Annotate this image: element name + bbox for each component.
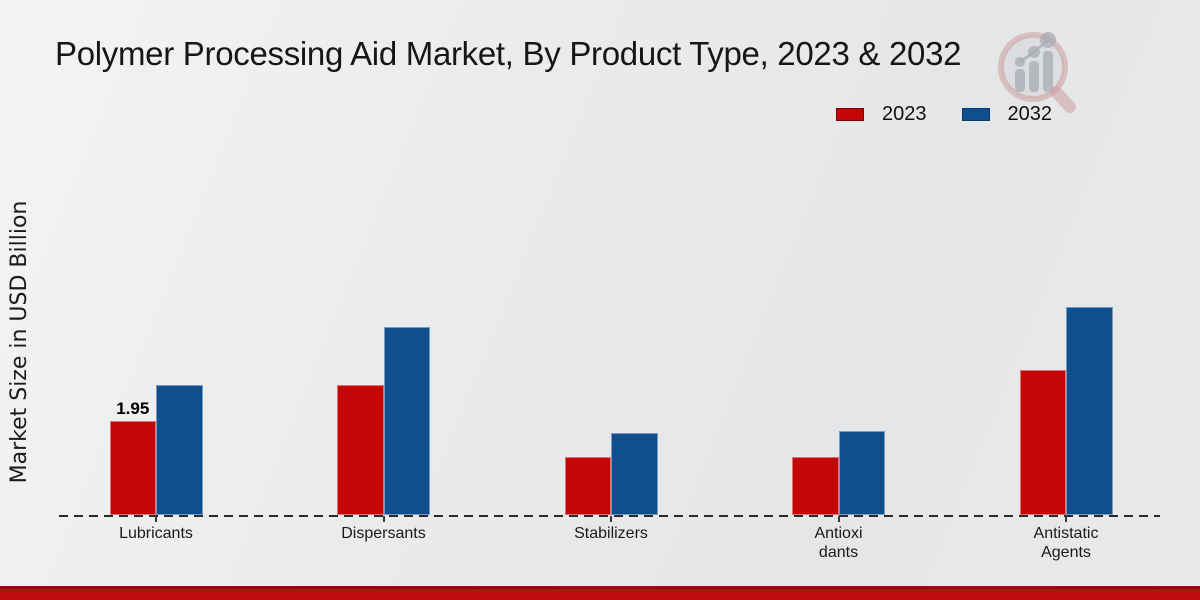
x-tick bbox=[610, 516, 612, 522]
x-axis-baseline bbox=[59, 514, 1160, 517]
bar-2023-stabilizers bbox=[564, 457, 611, 516]
legend: 2023 2032 bbox=[836, 103, 1052, 125]
x-tick-label-antistatic-agents: Antistatic Agents bbox=[1033, 525, 1099, 561]
legend-label-2023: 2023 bbox=[882, 102, 927, 125]
footer-accent-bar bbox=[0, 586, 1200, 600]
x-tick bbox=[382, 516, 385, 522]
x-tick bbox=[155, 516, 157, 522]
logo-bars bbox=[1015, 32, 1056, 92]
x-tick-label-lubricants: Lubricants bbox=[119, 525, 193, 542]
bar-2023-antistatic-agents bbox=[1019, 370, 1066, 516]
x-tick bbox=[1065, 516, 1067, 522]
legend-swatch-2032 bbox=[961, 107, 990, 121]
legend-label-2032: 2032 bbox=[1007, 102, 1053, 125]
bar-2023-antioxidants bbox=[792, 457, 839, 516]
x-tick bbox=[837, 516, 840, 522]
bar-2032-dispersants bbox=[383, 326, 430, 516]
x-tick-label-stabilizers: Stabilizers bbox=[574, 525, 648, 542]
magnifier-handle bbox=[1050, 86, 1076, 113]
bar-2023-lubricants bbox=[109, 421, 156, 516]
bar-2032-antistatic-agents bbox=[1066, 307, 1113, 516]
bar-2023-dispersants bbox=[337, 384, 384, 516]
bar-value-label: 1.95 bbox=[116, 399, 150, 419]
x-tick-label-antioxidants: Antioxi dants bbox=[814, 525, 863, 561]
legend-swatch-2023 bbox=[836, 107, 864, 121]
bar-2032-lubricants bbox=[156, 384, 203, 516]
bar-2032-stabilizers bbox=[611, 433, 658, 516]
bar-2032-antioxidants bbox=[838, 430, 885, 516]
magnifier-bar-chart-logo-icon bbox=[998, 32, 1076, 113]
chart-title: Polymer Processing Aid Market, By Produc… bbox=[55, 35, 962, 72]
legend-item-2032: 2032 bbox=[961, 102, 1053, 126]
x-tick-label-dispersants: Dispersants bbox=[341, 525, 426, 542]
legend-item-2023: 2023 bbox=[836, 103, 927, 126]
